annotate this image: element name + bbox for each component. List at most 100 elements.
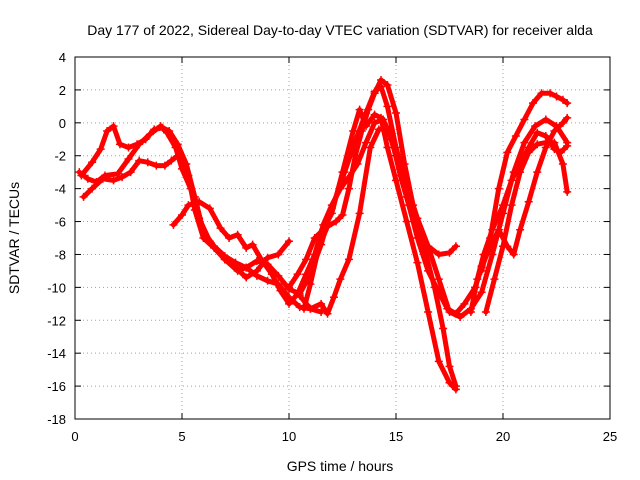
- data-point: [377, 113, 386, 122]
- data-point: [533, 128, 542, 137]
- data-point: [205, 204, 214, 213]
- data-point: [79, 192, 88, 201]
- data-point: [336, 275, 345, 284]
- data-point: [434, 275, 443, 284]
- data-point: [357, 127, 366, 136]
- y-tick-label: 2: [59, 83, 66, 98]
- data-point: [516, 168, 525, 177]
- data-point: [302, 255, 311, 264]
- data-point: [173, 151, 182, 160]
- data-point: [242, 273, 251, 282]
- data-point: [392, 176, 400, 185]
- data-point: [103, 127, 112, 136]
- data-point: [520, 115, 529, 124]
- data-point: [98, 174, 107, 183]
- data-point: [242, 243, 251, 252]
- data-point: [402, 217, 411, 226]
- data-point: [503, 242, 512, 251]
- data-point: [494, 225, 503, 234]
- data-point: [563, 187, 572, 196]
- data-point: [471, 283, 480, 292]
- data-point: [141, 135, 150, 144]
- data-point: [77, 171, 86, 180]
- data-point: [370, 118, 379, 127]
- y-tick-label: -4: [54, 182, 66, 197]
- data-point: [477, 263, 486, 272]
- data-point: [338, 168, 347, 177]
- data-point: [248, 240, 257, 249]
- data-point: [242, 263, 251, 272]
- data-point: [362, 138, 371, 147]
- y-tick-label: -6: [54, 215, 66, 230]
- data-point: [434, 250, 443, 259]
- data-point: [445, 248, 454, 257]
- x-tick-label: 20: [496, 429, 510, 444]
- y-tick-label: -10: [47, 280, 66, 295]
- data-point: [115, 140, 124, 149]
- data-point: [552, 92, 561, 101]
- x-tick-label: 10: [282, 429, 296, 444]
- y-tick-label: -18: [47, 412, 66, 427]
- data-point: [524, 148, 533, 157]
- data-point: [349, 127, 358, 136]
- data-point: [210, 243, 219, 252]
- data-point: [537, 89, 546, 98]
- data-point: [383, 80, 392, 89]
- y-tick-label: -12: [47, 313, 66, 328]
- data-point: [550, 138, 559, 147]
- data-point: [558, 95, 567, 104]
- series-group: [75, 76, 572, 394]
- data-point: [516, 225, 525, 234]
- data-point: [355, 209, 364, 218]
- data-point: [460, 299, 469, 308]
- data-point: [424, 308, 433, 317]
- data-point: [443, 304, 452, 313]
- data-point: [531, 122, 540, 131]
- data-point: [317, 299, 326, 308]
- data-point: [528, 99, 537, 108]
- data-point: [158, 123, 167, 132]
- data-point: [424, 266, 433, 275]
- data-point: [276, 286, 285, 295]
- data-point: [383, 143, 392, 152]
- data-point: [533, 140, 542, 149]
- data-point: [314, 242, 323, 251]
- data-point: [135, 156, 144, 165]
- data-point: [456, 312, 465, 321]
- data-point: [124, 143, 133, 152]
- data-point: [563, 99, 572, 108]
- data-point: [451, 382, 460, 391]
- data-point: [558, 159, 567, 168]
- data-point: [109, 122, 118, 131]
- data-point: [160, 161, 169, 170]
- data-point: [402, 192, 411, 201]
- data-point: [233, 230, 242, 239]
- data-point: [173, 140, 182, 149]
- data-point: [306, 304, 315, 313]
- data-point: [374, 125, 383, 134]
- plot-frame: [74, 56, 611, 420]
- data-point: [488, 250, 497, 259]
- data-point: [392, 108, 400, 117]
- x-tick-label: 25: [603, 429, 617, 444]
- data-point: [499, 201, 507, 210]
- data-point: [509, 250, 518, 259]
- y-tick-label: 4: [59, 50, 66, 65]
- data-point: [481, 308, 490, 317]
- data-point: [332, 217, 341, 226]
- data-point: [83, 174, 92, 183]
- data-point: [252, 266, 261, 275]
- data-point: [165, 127, 174, 136]
- data-point: [400, 159, 409, 168]
- data-point: [445, 378, 454, 387]
- data-point: [445, 362, 454, 371]
- y-tick-label: -16: [47, 379, 66, 394]
- x-tick-label: 0: [71, 429, 78, 444]
- data-point: [451, 242, 460, 251]
- data-point: [344, 184, 353, 193]
- data-point: [306, 280, 315, 289]
- data-point: [285, 237, 293, 246]
- data-point: [216, 224, 225, 233]
- data-point: [293, 270, 302, 279]
- y-axis-label: SDTVAR / TECUs: [6, 182, 22, 294]
